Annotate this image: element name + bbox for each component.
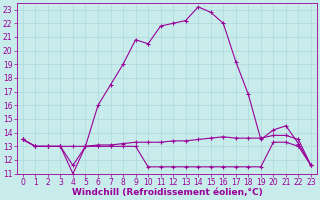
X-axis label: Windchill (Refroidissement éolien,°C): Windchill (Refroidissement éolien,°C) [72, 188, 262, 197]
